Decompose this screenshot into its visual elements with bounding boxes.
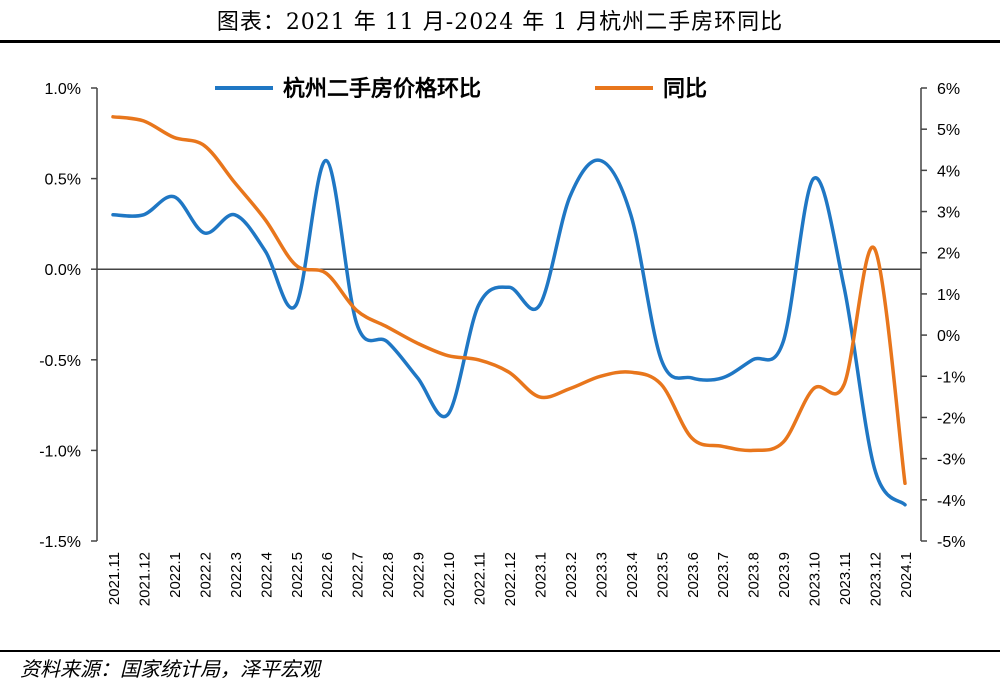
left-tick-label: 1.0% — [45, 81, 81, 98]
x-tick-label: 2022.7 — [350, 552, 367, 598]
right-axis-ticks: 6% 5% 4% 3% 2% 1% 0% -1% -2% -3% -4% -5% — [921, 81, 965, 551]
x-tick-label: 2021.12 — [136, 552, 153, 606]
x-tick-label: 2022.8 — [380, 552, 397, 598]
left-tick-label: -0.5% — [39, 353, 81, 370]
right-tick-label: -5% — [937, 534, 965, 551]
source-note: 资料来源：国家统计局，泽平宏观 — [20, 657, 320, 681]
x-tick-label: 2024.1 — [898, 552, 915, 598]
x-tick-label: 2023.9 — [776, 552, 793, 598]
chart-title: 图表：2021 年 11 月-2024 年 1 月杭州二手房环同比 — [216, 10, 784, 35]
right-tick-label: 1% — [937, 287, 960, 304]
x-tick-label: 2022.9 — [411, 552, 428, 598]
x-axis-ticks: 2021.11 2021.12 2022.1 2022.2 2022.3 2022.4 20… — [106, 552, 915, 606]
right-tick-label: -2% — [937, 410, 965, 427]
series-line-mom — [111, 158, 907, 507]
x-tick-label: 2022.11 — [472, 552, 489, 605]
x-tick-label: 2023.7 — [715, 552, 732, 598]
left-tick-label: 0.0% — [45, 262, 81, 279]
x-tick-label: 2022.6 — [319, 552, 336, 598]
right-tick-label: 6% — [937, 81, 960, 98]
x-tick-label: 2023.10 — [807, 552, 824, 606]
x-tick-label: 2022.3 — [228, 552, 245, 598]
left-axis-ticks: 1.0% 0.5% 0.0% -0.5% -1.0% -1.5% — [39, 81, 97, 551]
legend-label: 杭州二手房价格环比 — [283, 76, 481, 102]
right-tick-label: 2% — [937, 246, 960, 263]
series-line-yoy — [111, 115, 907, 486]
series-lines — [111, 115, 907, 507]
left-tick-label: -1.5% — [39, 534, 81, 551]
source-rule — [0, 650, 1000, 652]
left-tick-label: 0.5% — [45, 172, 81, 189]
right-tick-label: 4% — [937, 163, 960, 180]
title-rule — [0, 40, 1000, 43]
x-tick-label: 2023.5 — [654, 552, 671, 598]
right-tick-label: -3% — [937, 452, 965, 469]
legend: 杭州二手房价格环比 同比 — [215, 76, 707, 102]
x-tick-label: 2023.8 — [746, 552, 763, 598]
x-tick-label: 2022.10 — [441, 552, 458, 606]
x-tick-label: 2022.1 — [167, 552, 184, 598]
x-tick-label: 2023.4 — [624, 552, 641, 598]
axes — [96, 88, 922, 541]
left-tick-label: -1.0% — [39, 443, 81, 460]
x-tick-label: 2023.12 — [868, 552, 885, 606]
x-tick-label: 2022.2 — [197, 552, 214, 598]
x-tick-label: 2023.6 — [685, 552, 702, 598]
x-tick-label: 2023.2 — [563, 552, 580, 598]
right-tick-label: 0% — [937, 328, 960, 345]
x-tick-label: 2022.5 — [289, 552, 306, 598]
x-tick-label: 2021.11 — [106, 552, 123, 605]
right-tick-label: 3% — [937, 205, 960, 222]
legend-label: 同比 — [663, 77, 707, 102]
x-tick-label: 2022.12 — [502, 552, 519, 606]
x-tick-label: 2023.11 — [837, 552, 854, 605]
x-tick-label: 2023.1 — [532, 552, 549, 598]
chart-plot: 1.0% 0.5% 0.0% -0.5% -1.0% -1.5% 6% 5% 4% 3% 2% 1%… — [39, 76, 965, 606]
x-tick-label: 2022.4 — [258, 552, 275, 598]
right-tick-label: -1% — [937, 369, 965, 386]
right-tick-label: -4% — [937, 493, 965, 510]
right-tick-label: 5% — [937, 122, 960, 139]
x-tick-label: 2023.3 — [593, 552, 610, 598]
